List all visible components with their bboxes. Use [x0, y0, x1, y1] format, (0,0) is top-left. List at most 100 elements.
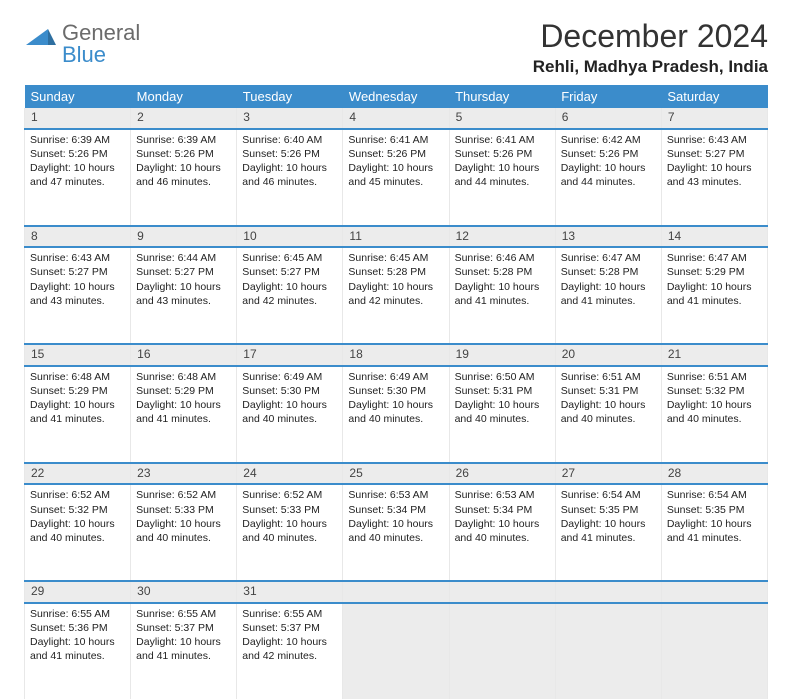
sunrise-line: Sunrise: 6:42 AM — [561, 133, 656, 147]
day-cell: Sunrise: 6:39 AMSunset: 5:26 PMDaylight:… — [131, 129, 237, 226]
weekday-header: Tuesday — [237, 85, 343, 108]
day-cell: Sunrise: 6:55 AMSunset: 5:36 PMDaylight:… — [25, 603, 131, 699]
daylight-line: Daylight: 10 hours and 41 minutes. — [30, 398, 125, 426]
sunrise-line: Sunrise: 6:49 AM — [242, 370, 337, 384]
sunset-line: Sunset: 5:33 PM — [136, 503, 231, 517]
daylight-line: Daylight: 10 hours and 40 minutes. — [455, 517, 550, 545]
day-number-cell: 1 — [25, 108, 131, 129]
day-number-cell: 16 — [131, 344, 237, 366]
daylight-line: Daylight: 10 hours and 41 minutes. — [136, 398, 231, 426]
sunset-line: Sunset: 5:27 PM — [242, 265, 337, 279]
day-cell: Sunrise: 6:40 AMSunset: 5:26 PMDaylight:… — [237, 129, 343, 226]
day-number-cell: 6 — [555, 108, 661, 129]
calendar-table: Sunday Monday Tuesday Wednesday Thursday… — [24, 85, 768, 699]
sunset-line: Sunset: 5:29 PM — [30, 384, 125, 398]
day-cell: Sunrise: 6:45 AMSunset: 5:27 PMDaylight:… — [237, 247, 343, 344]
daylight-line: Daylight: 10 hours and 41 minutes. — [561, 517, 656, 545]
weekday-header: Monday — [131, 85, 237, 108]
sunrise-line: Sunrise: 6:45 AM — [242, 251, 337, 265]
sunrise-line: Sunrise: 6:52 AM — [242, 488, 337, 502]
daylight-line: Daylight: 10 hours and 41 minutes. — [30, 635, 125, 663]
daylight-line: Daylight: 10 hours and 40 minutes. — [242, 517, 337, 545]
day-number-cell: 5 — [449, 108, 555, 129]
day-number-cell: 12 — [449, 226, 555, 248]
sunrise-line: Sunrise: 6:54 AM — [667, 488, 762, 502]
day-number-cell: 4 — [343, 108, 449, 129]
sunset-line: Sunset: 5:26 PM — [348, 147, 443, 161]
day-number-cell: 10 — [237, 226, 343, 248]
day-cell: Sunrise: 6:52 AMSunset: 5:32 PMDaylight:… — [25, 484, 131, 581]
day-number-cell: 30 — [131, 581, 237, 603]
sunset-line: Sunset: 5:26 PM — [136, 147, 231, 161]
day-number-cell: 19 — [449, 344, 555, 366]
sunset-line: Sunset: 5:32 PM — [667, 384, 762, 398]
daylight-line: Daylight: 10 hours and 40 minutes. — [30, 517, 125, 545]
sunset-line: Sunset: 5:28 PM — [455, 265, 550, 279]
sunset-line: Sunset: 5:30 PM — [242, 384, 337, 398]
brand-logo: General Blue — [24, 22, 140, 66]
sunrise-line: Sunrise: 6:51 AM — [667, 370, 762, 384]
daylight-line: Daylight: 10 hours and 40 minutes. — [455, 398, 550, 426]
day-cell: Sunrise: 6:47 AMSunset: 5:29 PMDaylight:… — [661, 247, 767, 344]
day-number-cell: 24 — [237, 463, 343, 485]
sunset-line: Sunset: 5:26 PM — [561, 147, 656, 161]
day-cell: Sunrise: 6:55 AMSunset: 5:37 PMDaylight:… — [131, 603, 237, 699]
day-number-cell — [449, 581, 555, 603]
daylight-line: Daylight: 10 hours and 43 minutes. — [30, 280, 125, 308]
weekday-header: Wednesday — [343, 85, 449, 108]
day-cell: Sunrise: 6:52 AMSunset: 5:33 PMDaylight:… — [131, 484, 237, 581]
sunset-line: Sunset: 5:29 PM — [136, 384, 231, 398]
weekday-header: Sunday — [25, 85, 131, 108]
sunset-line: Sunset: 5:28 PM — [348, 265, 443, 279]
day-number-cell: 2 — [131, 108, 237, 129]
day-number-cell: 21 — [661, 344, 767, 366]
sunrise-line: Sunrise: 6:43 AM — [667, 133, 762, 147]
day-cell: Sunrise: 6:53 AMSunset: 5:34 PMDaylight:… — [449, 484, 555, 581]
day-cell: Sunrise: 6:43 AMSunset: 5:27 PMDaylight:… — [661, 129, 767, 226]
day-number-cell: 26 — [449, 463, 555, 485]
daylight-line: Daylight: 10 hours and 43 minutes. — [136, 280, 231, 308]
day-number-row: 293031 — [25, 581, 768, 603]
sunrise-line: Sunrise: 6:46 AM — [455, 251, 550, 265]
daylight-line: Daylight: 10 hours and 40 minutes. — [348, 517, 443, 545]
daylight-line: Daylight: 10 hours and 41 minutes. — [136, 635, 231, 663]
day-number-cell: 29 — [25, 581, 131, 603]
daylight-line: Daylight: 10 hours and 42 minutes. — [348, 280, 443, 308]
day-number-cell: 3 — [237, 108, 343, 129]
day-number-cell — [343, 581, 449, 603]
day-cell: Sunrise: 6:49 AMSunset: 5:30 PMDaylight:… — [343, 366, 449, 463]
sunset-line: Sunset: 5:31 PM — [561, 384, 656, 398]
day-number-cell: 7 — [661, 108, 767, 129]
sunrise-line: Sunrise: 6:51 AM — [561, 370, 656, 384]
daylight-line: Daylight: 10 hours and 41 minutes. — [667, 280, 762, 308]
daylight-line: Daylight: 10 hours and 40 minutes. — [242, 398, 337, 426]
daylight-line: Daylight: 10 hours and 43 minutes. — [667, 161, 762, 189]
day-cell: Sunrise: 6:48 AMSunset: 5:29 PMDaylight:… — [25, 366, 131, 463]
sunrise-line: Sunrise: 6:55 AM — [242, 607, 337, 621]
day-cell: Sunrise: 6:55 AMSunset: 5:37 PMDaylight:… — [237, 603, 343, 699]
sunrise-line: Sunrise: 6:52 AM — [136, 488, 231, 502]
sunset-line: Sunset: 5:27 PM — [136, 265, 231, 279]
sunset-line: Sunset: 5:35 PM — [667, 503, 762, 517]
sunrise-line: Sunrise: 6:53 AM — [455, 488, 550, 502]
day-number-cell: 22 — [25, 463, 131, 485]
daylight-line: Daylight: 10 hours and 44 minutes. — [455, 161, 550, 189]
sunrise-line: Sunrise: 6:49 AM — [348, 370, 443, 384]
daylight-line: Daylight: 10 hours and 40 minutes. — [667, 398, 762, 426]
day-number-cell: 9 — [131, 226, 237, 248]
sunrise-line: Sunrise: 6:39 AM — [30, 133, 125, 147]
day-number-cell — [661, 581, 767, 603]
day-number-row: 1234567 — [25, 108, 768, 129]
daylight-line: Daylight: 10 hours and 40 minutes. — [561, 398, 656, 426]
logo-text: General Blue — [62, 22, 140, 66]
daylight-line: Daylight: 10 hours and 40 minutes. — [136, 517, 231, 545]
day-number-cell: 17 — [237, 344, 343, 366]
day-cell: Sunrise: 6:46 AMSunset: 5:28 PMDaylight:… — [449, 247, 555, 344]
day-number-cell: 25 — [343, 463, 449, 485]
daylight-line: Daylight: 10 hours and 44 minutes. — [561, 161, 656, 189]
sunset-line: Sunset: 5:28 PM — [561, 265, 656, 279]
day-number-cell — [555, 581, 661, 603]
day-cell — [449, 603, 555, 699]
day-cell: Sunrise: 6:41 AMSunset: 5:26 PMDaylight:… — [343, 129, 449, 226]
daylight-line: Daylight: 10 hours and 41 minutes. — [561, 280, 656, 308]
